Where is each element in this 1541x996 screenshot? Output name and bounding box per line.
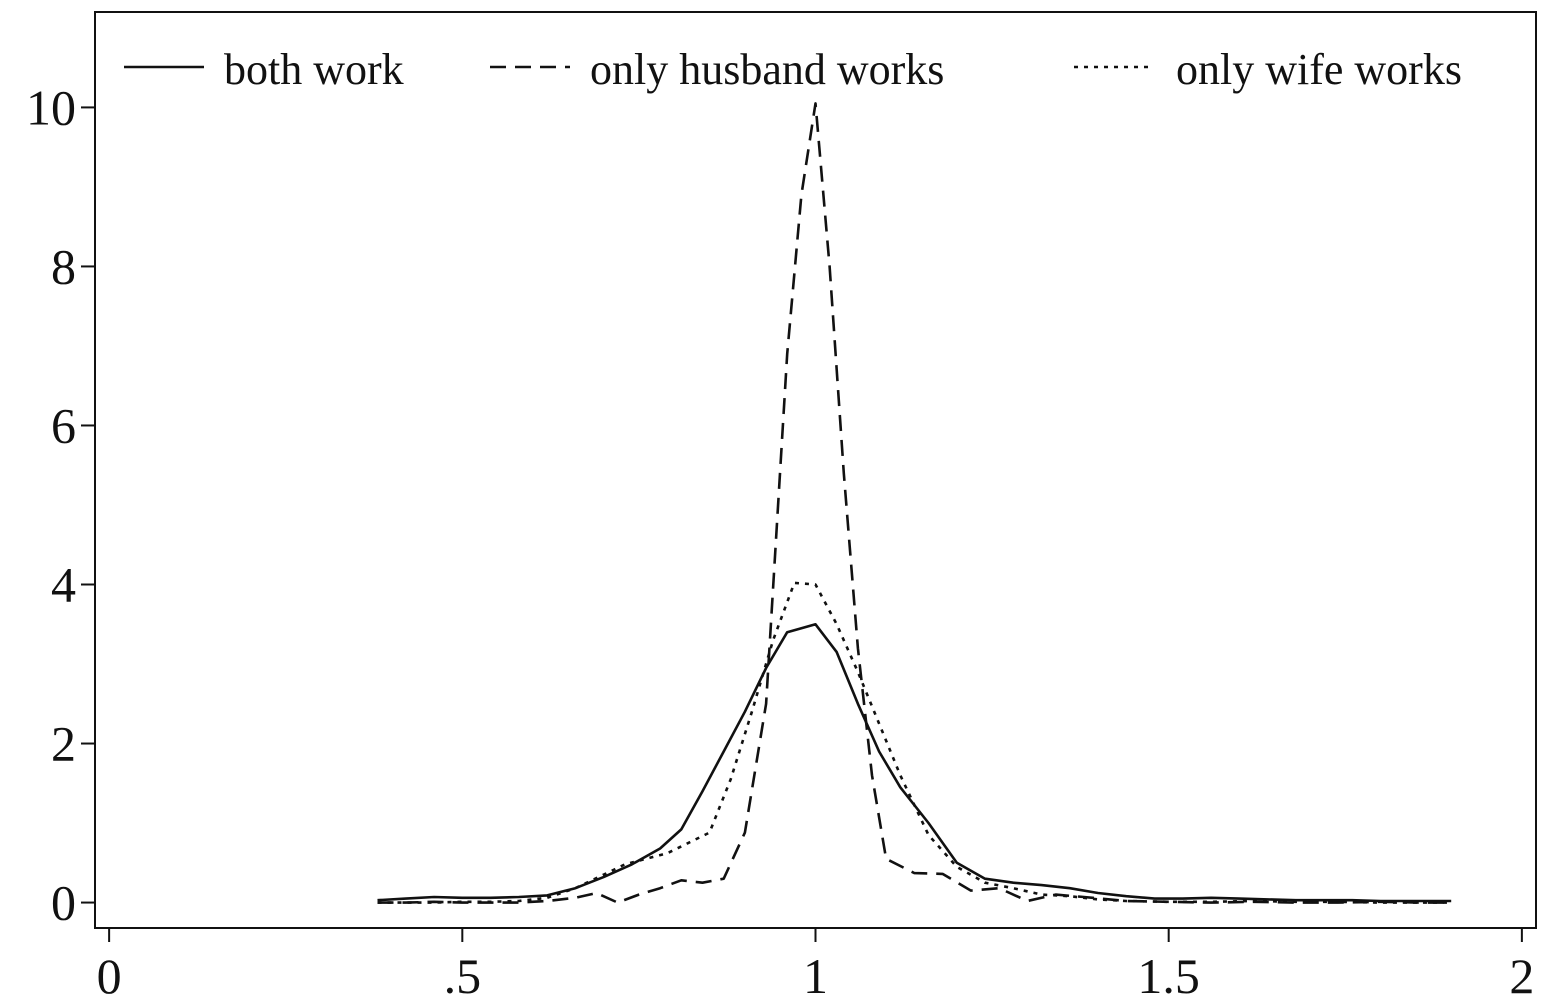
legend-label-3: only wife works: [1176, 45, 1462, 94]
legend-label-2: only husband works: [590, 45, 944, 94]
axes: 0 .5 1 1.5 2 0 2 4 6 8 10: [26, 79, 1534, 996]
x-tick-label: 2: [1509, 948, 1534, 996]
y-tick-label: 0: [51, 875, 76, 931]
legend-label-1: both work: [224, 45, 404, 94]
y-tick-label: 6: [51, 397, 76, 453]
series-line-3: [377, 581, 1452, 904]
y-tick-label: 8: [51, 238, 76, 294]
x-tick-label: 0: [97, 948, 122, 996]
series-lines: [377, 102, 1452, 904]
x-tick-label: 1: [803, 948, 828, 996]
x-tick-label: 1.5: [1137, 948, 1200, 996]
series-line-1: [377, 622, 1452, 903]
series-line-2: [377, 102, 1452, 904]
legend: both work only husband works only wife wor…: [124, 45, 1462, 94]
y-tick-label: 10: [26, 79, 76, 135]
x-tick-label: .5: [444, 948, 482, 996]
y-tick-label: 4: [51, 557, 76, 613]
y-tick-label: 2: [51, 716, 76, 772]
